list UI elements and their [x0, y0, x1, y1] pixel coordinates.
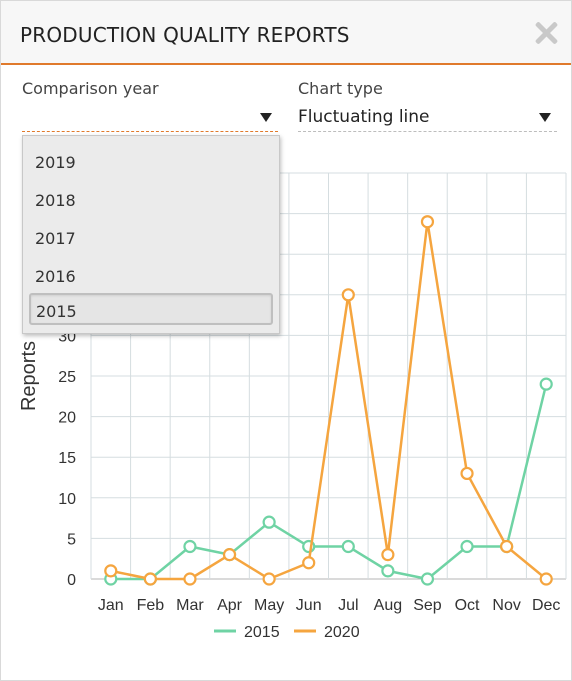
comparison-year-dropdown: 2019 2018 2017 2016 2015 [22, 135, 280, 334]
dropdown-arrow-icon [539, 113, 551, 122]
data-point-2020 [262, 572, 276, 586]
year-option-2016[interactable]: 2016 [35, 267, 76, 286]
series-2020 [104, 215, 553, 586]
panel-header: PRODUCTION QUALITY REPORTS [1, 1, 571, 65]
comparison-year-label: Comparison year [22, 79, 159, 98]
x-tick-label: Dec [532, 597, 560, 614]
data-point-2020 [183, 572, 197, 586]
x-tick-label: Aug [374, 597, 402, 614]
data-point-2020 [104, 564, 118, 578]
x-axis-ticks: Jan Feb Mar Apr May Jun Jul Aug Sep Oct Nov Dec [98, 597, 561, 614]
data-point-2015 [381, 564, 395, 578]
data-point-2020 [381, 548, 395, 562]
data-point-2020 [500, 539, 514, 554]
data-point-2020 [420, 215, 435, 229]
year-option-2017[interactable]: 2017 [35, 229, 76, 248]
y-tick-label: 15 [58, 450, 76, 467]
chart-series [104, 215, 553, 586]
data-point-2020 [460, 466, 474, 481]
data-point-2020 [539, 572, 553, 586]
data-point-2015 [183, 539, 197, 554]
data-point-2015 [420, 572, 435, 586]
legend-label-2020: 2020 [324, 624, 360, 641]
chart-type-select[interactable]: Fluctuating line [298, 105, 557, 132]
x-tick-label: Jan [98, 597, 124, 614]
panel-title: PRODUCTION QUALITY REPORTS [20, 23, 350, 47]
x-tick-label: Sep [413, 597, 442, 614]
x-tick-label: Oct [455, 597, 480, 614]
y-axis-label: Reports [18, 341, 40, 411]
data-point-2015 [341, 539, 355, 554]
legend-label-2015: 2015 [244, 624, 280, 641]
y-tick-label: 25 [58, 369, 76, 386]
y-tick-label: 20 [58, 410, 76, 427]
chart-type-label: Chart type [298, 79, 383, 98]
x-tick-label: Jul [338, 597, 358, 614]
chart-legend: 2015 2020 [214, 624, 360, 641]
data-point-2020 [341, 288, 355, 302]
comparison-year-select[interactable] [22, 105, 278, 132]
y-tick-label: 0 [67, 572, 76, 589]
x-tick-label: Jun [296, 597, 322, 614]
year-option-2019[interactable]: 2019 [35, 153, 76, 172]
y-tick-label: 5 [67, 531, 76, 548]
x-tick-label: Nov [492, 597, 520, 614]
dropdown-arrow-icon [260, 113, 272, 122]
year-option-2015[interactable]: 2015 [29, 293, 273, 325]
y-tick-label: 10 [58, 491, 76, 508]
data-point-2015 [460, 539, 474, 554]
data-point-2020 [222, 548, 237, 562]
data-point-2020 [143, 572, 157, 586]
x-tick-label: May [254, 597, 284, 614]
year-option-2018[interactable]: 2018 [35, 191, 76, 210]
x-tick-label: Mar [176, 597, 204, 614]
data-point-2015 [539, 377, 553, 391]
x-tick-label: Apr [217, 597, 243, 614]
data-point-2020 [302, 556, 316, 570]
data-point-2015 [262, 515, 276, 529]
x-tick-label: Feb [137, 597, 165, 614]
chart-type-value: Fluctuating line [298, 107, 430, 127]
